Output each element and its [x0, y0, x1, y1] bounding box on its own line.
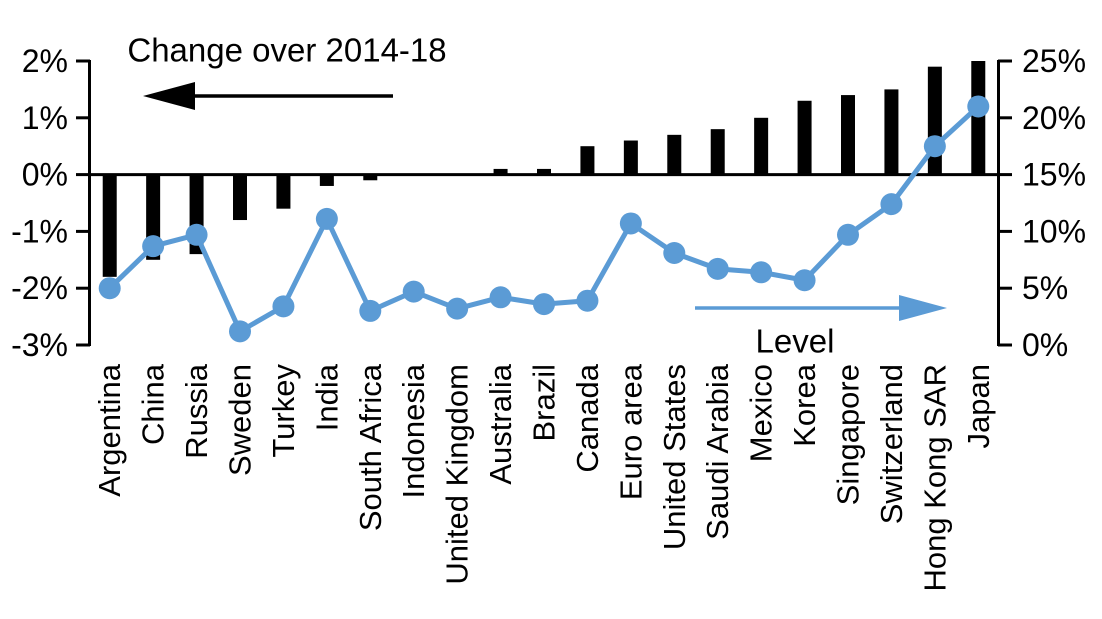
bar-switzerland	[884, 89, 899, 175]
x-label-japan: Japan	[961, 364, 996, 448]
marker-singapore	[837, 223, 859, 246]
right-axis-tick-label: 15%	[1022, 157, 1086, 193]
change-annotation-label: Change over 2014-18	[127, 32, 446, 69]
bar-south-africa	[363, 174, 378, 181]
bar-united-states	[667, 134, 682, 175]
x-label-united-states: United States	[657, 364, 692, 550]
bar-sweden	[233, 174, 247, 221]
x-label-indonesia: Indonesia	[396, 363, 431, 498]
level-arrow-icon	[899, 295, 947, 321]
marker-hong-kong-sar	[923, 135, 946, 158]
x-label-china: China	[136, 363, 171, 445]
marker-euro-area	[619, 212, 642, 235]
x-label-canada: Canada	[570, 363, 605, 472]
bar-australia	[493, 168, 508, 175]
marker-argentina	[98, 277, 121, 300]
change-arrow-icon	[143, 82, 195, 110]
marker-india	[315, 207, 338, 230]
bar-japan	[971, 61, 986, 175]
x-label-turkey: Turkey	[266, 364, 301, 458]
x-label-australia: Australia	[483, 363, 518, 484]
x-label-russia: Russia	[179, 363, 214, 459]
bar-india	[319, 174, 334, 186]
left-axis-tick-label: 1%	[22, 100, 68, 136]
marker-indonesia	[402, 280, 425, 303]
left-axis-tick-label: 2%	[22, 43, 68, 79]
right-axis-tick-label: 10%	[1022, 213, 1086, 249]
marker-china	[142, 235, 165, 258]
marker-korea	[793, 269, 816, 292]
x-label-hong-kong-sar: Hong Kong SAR	[917, 364, 952, 591]
x-label-united-kingdom: United Kingdom	[440, 364, 475, 585]
x-label-mexico: Mexico	[744, 364, 779, 462]
bar-korea	[797, 100, 812, 175]
bar-singapore	[841, 95, 855, 175]
right-axis-tick-label: 20%	[1022, 100, 1086, 136]
marker-australia	[489, 286, 512, 309]
level-annotation-label: Level	[756, 323, 835, 360]
x-label-saudi-arabia: Saudi Arabia	[700, 363, 735, 540]
marker-saudi-arabia	[706, 257, 729, 280]
right-axis-tick-label: 0%	[1022, 327, 1068, 363]
bar-brazil	[537, 168, 551, 175]
x-label-sweden: Sweden	[223, 364, 258, 476]
marker-russia	[185, 223, 208, 246]
bar-turkey	[276, 174, 291, 209]
bar-argentina	[102, 174, 117, 277]
bar-hong-kong-sar	[927, 66, 942, 175]
left-axis-tick-label: -1%	[11, 213, 68, 249]
left-axis-tick-label: 0%	[22, 157, 68, 193]
marker-japan	[967, 95, 990, 118]
x-label-korea: Korea	[787, 363, 822, 446]
marker-mexico	[750, 261, 773, 284]
x-label-india: India	[309, 363, 344, 431]
x-label-south-africa: South Africa	[353, 363, 388, 531]
x-label-euro-area: Euro area	[613, 363, 648, 500]
right-axis-tick-label: 5%	[1022, 270, 1068, 306]
marker-united-states	[663, 241, 686, 264]
marker-turkey	[272, 295, 295, 318]
bar-mexico	[754, 117, 769, 175]
x-label-switzerland: Switzerland	[874, 364, 909, 524]
left-axis-tick-label: -2%	[11, 270, 68, 306]
x-label-brazil: Brazil	[527, 364, 562, 442]
marker-south-africa	[359, 299, 382, 322]
marker-canada	[576, 289, 599, 312]
right-axis-tick-label: 25%	[1022, 43, 1086, 79]
marker-united-kingdom	[446, 297, 469, 320]
bar-canada	[580, 146, 595, 175]
bar-euro-area	[623, 140, 638, 175]
marker-brazil	[533, 293, 555, 316]
left-axis-tick-label: -3%	[11, 327, 68, 363]
bar-saudi-arabia	[710, 129, 725, 175]
marker-sweden	[229, 320, 251, 343]
x-label-argentina: Argentina	[92, 363, 127, 496]
x-label-singapore: Singapore	[831, 364, 866, 505]
marker-switzerland	[880, 193, 903, 216]
